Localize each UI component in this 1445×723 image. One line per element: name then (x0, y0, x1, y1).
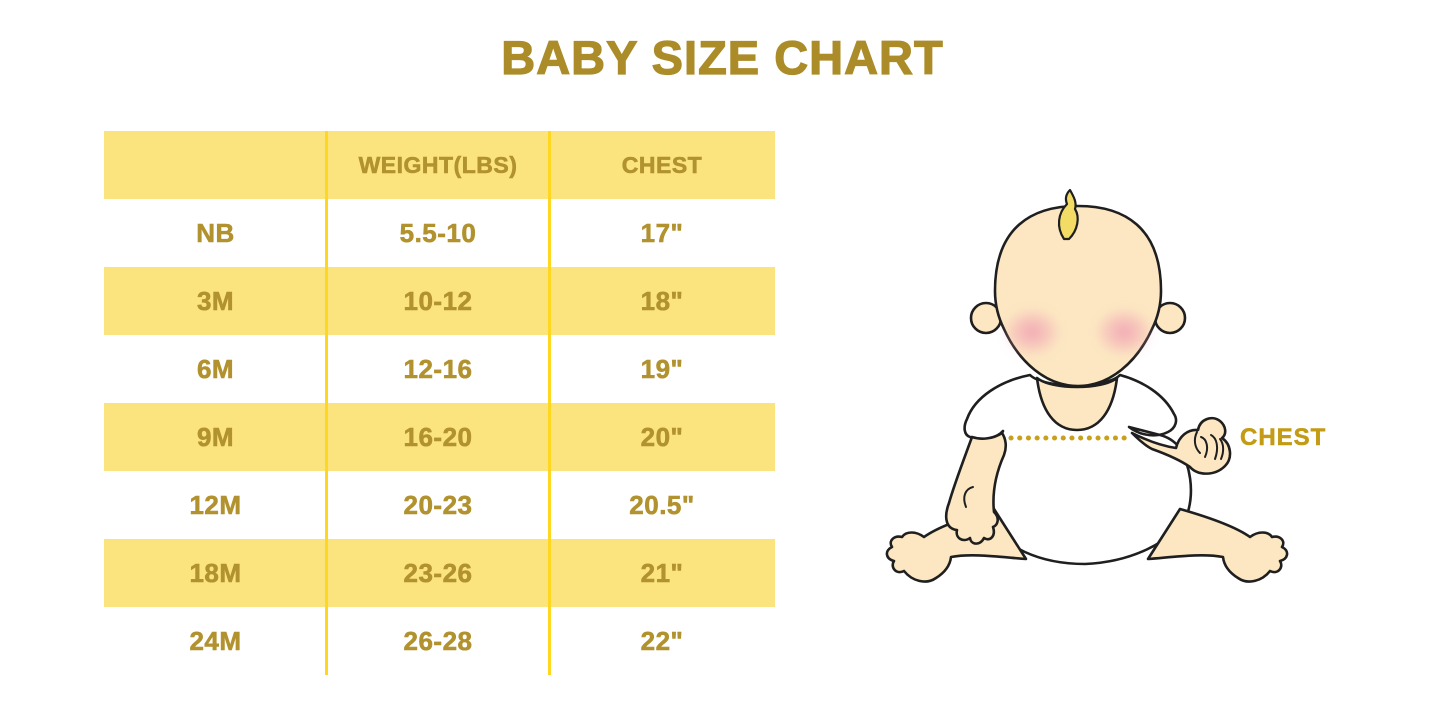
baby-head (993, 204, 1163, 388)
cell-size: 3M (196, 285, 235, 316)
table-row: NB 5.5-10 17" (104, 199, 775, 267)
column-divider (325, 131, 328, 675)
table-row: 3M 10-12 18" (104, 267, 775, 335)
table-row: 6M 12-16 19" (104, 335, 775, 403)
cell-chest: 22" (640, 625, 684, 656)
baby-fist-knuckle-lines (1193, 431, 1225, 460)
table-row: 24M 26-28 22" (104, 607, 775, 675)
cell-chest: 21" (640, 557, 684, 588)
cell-weight: 12-16 (403, 353, 473, 384)
cell-chest: 18" (640, 285, 684, 316)
cell-chest: 17" (640, 217, 684, 248)
baby-right-arm (1130, 417, 1232, 475)
cell-weight: 23-26 (403, 557, 473, 588)
baby-left-arm (944, 431, 1008, 545)
cell-size: 18M (189, 557, 242, 588)
cell-chest: 20" (640, 421, 684, 452)
baby-left-thumb-line (963, 486, 974, 508)
cell-size: NB (196, 217, 235, 248)
baby-hair-tuft (1057, 188, 1079, 241)
chest-label: CHEST (1240, 424, 1327, 452)
baby-illustration (885, 188, 1289, 583)
cell-chest: 19" (640, 353, 684, 384)
cell-size: 6M (196, 353, 235, 384)
header-cell-size (104, 131, 327, 199)
cell-chest: 20.5" (629, 489, 695, 520)
table-row: 18M 23-26 21" (104, 539, 775, 607)
table-header-row: WEIGHT(LBS) CHEST (104, 131, 775, 199)
table-row: 9M 16-20 20" (104, 403, 775, 471)
header-cell-chest: CHEST (621, 151, 703, 178)
baby-left-cheek (1002, 307, 1062, 357)
cell-size: 12M (189, 489, 242, 520)
cell-weight: 26-28 (403, 625, 473, 656)
cell-weight: 20-23 (403, 489, 473, 520)
page-title: BABY SIZE CHART (501, 30, 944, 84)
cell-weight: 16-20 (403, 421, 473, 452)
column-divider (548, 131, 551, 675)
baby-right-leg (1146, 507, 1289, 583)
cell-weight: 10-12 (403, 285, 473, 316)
size-table: WEIGHT(LBS) CHEST NB 5.5-10 17" 3M 10-12… (104, 131, 775, 675)
cell-weight: 5.5-10 (399, 217, 477, 248)
cell-size: 24M (189, 625, 242, 656)
table-row: 12M 20-23 20.5" (104, 471, 775, 539)
header-cell-weight: WEIGHT(LBS) (358, 151, 518, 178)
cell-size: 9M (196, 421, 235, 452)
baby-right-cheek (1094, 307, 1154, 357)
